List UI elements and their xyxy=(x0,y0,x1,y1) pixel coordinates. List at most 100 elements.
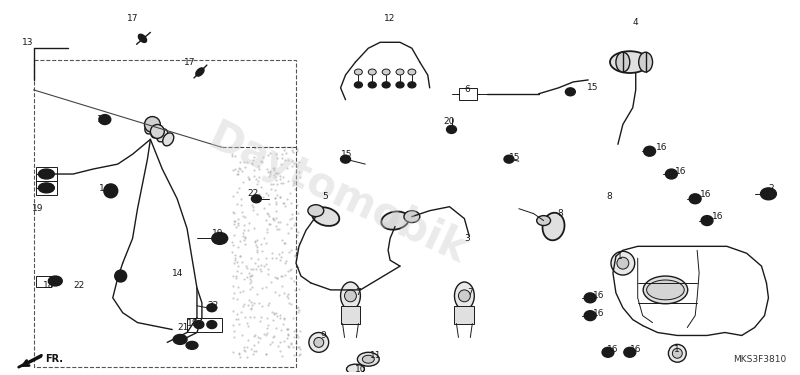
Point xyxy=(270,313,283,319)
Point xyxy=(266,339,278,345)
Point xyxy=(240,263,253,269)
Point xyxy=(232,220,245,226)
Point xyxy=(248,154,261,160)
Point xyxy=(237,213,250,219)
Point xyxy=(284,301,297,307)
Point xyxy=(284,190,297,196)
Point xyxy=(234,159,246,165)
Point xyxy=(263,221,276,227)
Point xyxy=(260,190,273,196)
Ellipse shape xyxy=(312,207,339,226)
Ellipse shape xyxy=(396,82,404,88)
Point xyxy=(275,155,288,161)
Point xyxy=(230,259,243,265)
Point xyxy=(227,290,240,296)
Point xyxy=(261,330,274,336)
Point xyxy=(226,150,238,156)
Point xyxy=(264,168,277,174)
Point xyxy=(266,250,278,256)
Text: 1: 1 xyxy=(674,345,680,354)
Point xyxy=(290,331,302,337)
Text: 16: 16 xyxy=(712,212,723,221)
Point xyxy=(230,189,243,195)
Text: 21: 21 xyxy=(177,323,189,332)
Point xyxy=(271,192,284,198)
Point xyxy=(255,158,268,164)
Point xyxy=(242,176,255,182)
Text: FR.: FR. xyxy=(46,354,63,364)
Point xyxy=(285,225,298,231)
Point xyxy=(270,226,283,232)
Point xyxy=(261,192,274,198)
Ellipse shape xyxy=(368,69,376,75)
Point xyxy=(252,256,265,262)
Point xyxy=(276,353,289,359)
Point xyxy=(291,163,304,169)
Ellipse shape xyxy=(446,126,457,134)
Point xyxy=(292,286,305,292)
Point xyxy=(261,315,274,321)
Point xyxy=(269,274,282,280)
Point xyxy=(266,181,279,187)
Point xyxy=(266,255,278,261)
Ellipse shape xyxy=(408,82,416,88)
Text: Daytomobik: Daytomobik xyxy=(201,116,473,272)
Ellipse shape xyxy=(643,276,688,304)
Text: MKS3F3810: MKS3F3810 xyxy=(733,355,786,364)
Point xyxy=(266,216,279,222)
Point xyxy=(285,200,298,206)
Point xyxy=(286,147,298,153)
Point xyxy=(287,149,300,155)
Point xyxy=(283,267,296,273)
Point xyxy=(254,314,267,320)
Point xyxy=(282,268,294,274)
Point xyxy=(228,334,241,340)
Point xyxy=(247,225,260,231)
Point xyxy=(270,223,282,229)
Text: 18: 18 xyxy=(97,115,109,124)
Ellipse shape xyxy=(616,52,630,72)
Point xyxy=(226,153,238,159)
Point xyxy=(278,203,291,209)
Point xyxy=(290,232,303,238)
Ellipse shape xyxy=(38,183,54,193)
Point xyxy=(239,236,252,242)
Point xyxy=(244,279,257,285)
Point xyxy=(279,272,292,278)
Point xyxy=(231,216,244,222)
Point xyxy=(281,165,294,171)
Text: 11: 11 xyxy=(370,351,382,360)
Point xyxy=(236,168,249,174)
Point xyxy=(271,275,284,281)
Point xyxy=(257,194,270,200)
Point xyxy=(292,309,305,315)
Point xyxy=(229,255,242,261)
Point xyxy=(247,300,260,306)
Point xyxy=(281,326,294,332)
Point xyxy=(262,272,274,278)
Point xyxy=(292,304,305,310)
Text: 9: 9 xyxy=(321,331,326,340)
Point xyxy=(289,253,302,259)
Ellipse shape xyxy=(207,321,217,328)
Point xyxy=(242,176,255,182)
Point xyxy=(232,316,245,322)
Ellipse shape xyxy=(644,146,655,156)
Point xyxy=(250,176,262,182)
Point xyxy=(233,321,246,327)
Point xyxy=(242,323,254,329)
Point xyxy=(227,273,240,279)
Point xyxy=(287,351,300,357)
Point xyxy=(271,181,284,187)
Point xyxy=(291,210,304,216)
Point xyxy=(249,332,262,338)
Point xyxy=(250,242,262,248)
Point xyxy=(278,147,291,153)
Point xyxy=(246,272,258,278)
Point xyxy=(270,199,282,205)
Point xyxy=(228,221,241,227)
Text: 7: 7 xyxy=(355,288,361,297)
Point xyxy=(233,350,246,356)
Point xyxy=(260,332,273,338)
Point xyxy=(255,268,268,274)
